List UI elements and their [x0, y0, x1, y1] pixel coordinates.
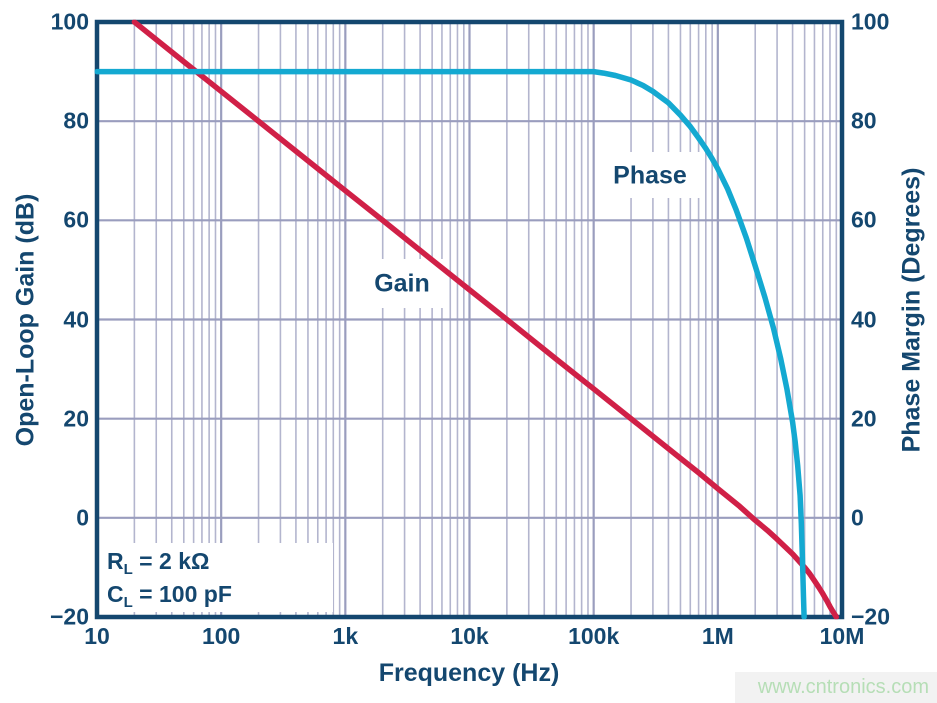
x-axis-tick-label: 10M: [819, 623, 865, 649]
annotation-value: = 2 kΩ: [132, 548, 210, 574]
x-axis-title: Frequency (Hz): [378, 659, 560, 687]
grid-lines: [97, 22, 842, 617]
y-axis-left-tick-label: 20: [63, 405, 89, 432]
annotation-symbol: C: [107, 581, 124, 607]
y-axis-left-tick-label: 80: [63, 107, 89, 134]
y-axis-right-tick-label: 20: [851, 405, 877, 432]
annotation-value: = 100 pF: [132, 581, 232, 607]
y-axis-right-tick-label: 100: [851, 8, 890, 35]
y-axis-right-title: Phase Margin (Degrees): [897, 167, 926, 453]
x-axis-tick-label: 10k: [450, 623, 489, 649]
phase-curve-label: Phase: [613, 161, 687, 190]
annotation-subscript: L: [123, 594, 133, 611]
y-axis-left-tick-label: −20: [49, 603, 89, 630]
phase-curve: [94, 68, 807, 620]
x-axis-tick-label: 1k: [332, 623, 359, 649]
annotation-symbol: R: [107, 548, 124, 574]
x-axis-tick-label: 10: [84, 623, 110, 649]
watermark-background: [735, 672, 937, 703]
gain-curve: [131, 19, 840, 620]
y-axis-left-tick-label: 0: [76, 504, 89, 531]
x-axis-tick-label: 1M: [701, 623, 734, 649]
y-axis-left-tick-label: 60: [63, 206, 89, 233]
label-mask: [104, 152, 702, 612]
y-axis-right-tick-label: 0: [851, 504, 864, 531]
watermark-text: www.cntronics.com: [757, 676, 929, 698]
plot-border: [94, 19, 845, 620]
y-axis-left-tick-label: 40: [63, 306, 89, 332]
y-axis-right-tick-label: −20: [851, 603, 891, 630]
y-axis-right-tick-label: 40: [851, 306, 877, 332]
annotation-subscript: L: [123, 561, 133, 578]
x-axis-tick-label: 100k: [568, 623, 620, 649]
annotation-load-capacitance: CL = 100 pF: [107, 581, 232, 610]
y-axis-right-tick-label: 80: [851, 107, 877, 134]
gain-curve-label: Gain: [374, 269, 430, 298]
y-axis-right-tick-label: 60: [851, 206, 877, 233]
annotation-load-resistance: RL = 2 kΩ: [107, 548, 210, 577]
y-axis-left-tick-label: 100: [50, 8, 89, 35]
x-axis-tick-label: 100: [201, 623, 241, 649]
